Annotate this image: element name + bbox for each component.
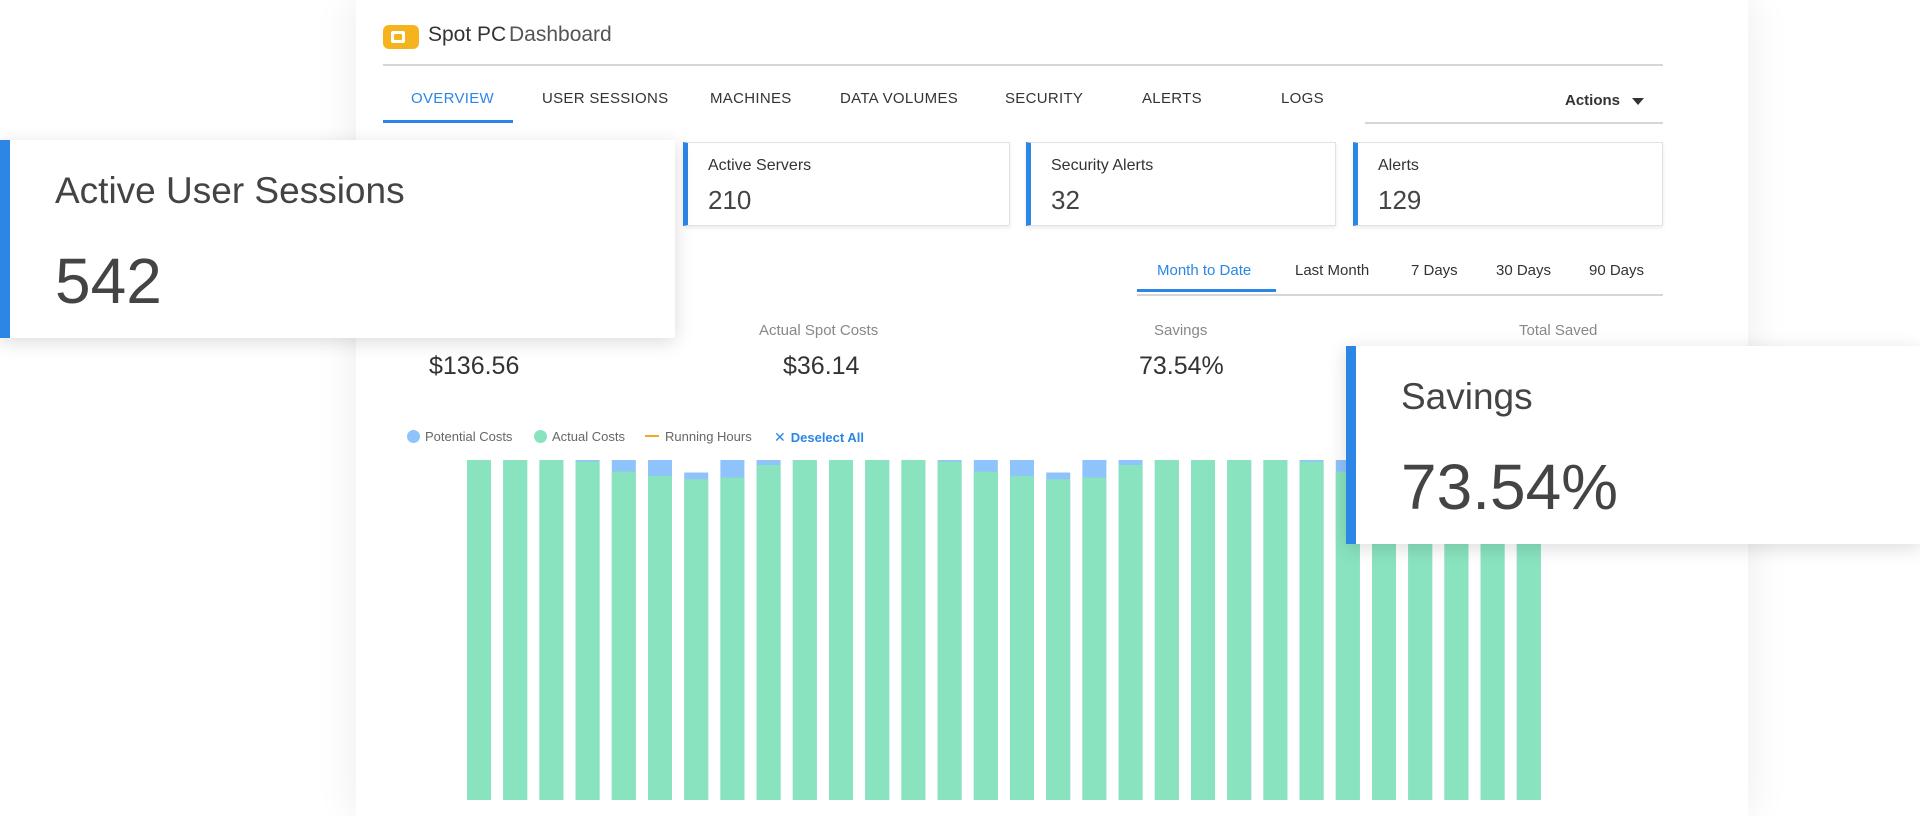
actual-cost-bar: [720, 477, 745, 800]
active-tab-indicator: [383, 120, 513, 123]
actual-cost-bar: [1154, 460, 1179, 800]
actual-cost-bar: [756, 464, 781, 800]
app-header: Spot PC Dashboard: [383, 14, 1663, 66]
legend-label: Actual Costs: [552, 429, 625, 444]
actual-cost-bar: [648, 475, 672, 800]
time-range-tabs: Month to Date Last Month 7 Days 30 Days …: [1137, 258, 1663, 296]
running-hours-swatch: [645, 435, 659, 437]
legend-running-hours[interactable]: Running Hours: [645, 429, 752, 444]
tab-alerts[interactable]: ALERTS: [1142, 90, 1202, 107]
stat-value: 32: [1051, 185, 1080, 215]
actual-cost-bar: [1299, 461, 1324, 800]
app-title: Spot PC: [428, 23, 507, 46]
deselect-label: Deselect All: [790, 430, 864, 445]
stat-value: 129: [1378, 185, 1422, 215]
actual-cost-bar: [684, 479, 709, 800]
potential-costs-swatch: [407, 430, 420, 443]
stat-card-security-alerts[interactable]: Security Alerts 32: [1026, 142, 1336, 226]
actual-cost-bar: [575, 461, 600, 800]
actions-divider: [1365, 122, 1663, 124]
stat-card-active-servers[interactable]: Active Servers 210: [683, 142, 1010, 226]
caret-down-icon: [1632, 97, 1645, 105]
page-title: Dashboard: [509, 23, 612, 46]
legend-potential-costs[interactable]: Potential Costs: [407, 429, 512, 444]
range-7-days[interactable]: 7 Days: [1411, 262, 1458, 279]
tab-machines[interactable]: MACHINES: [710, 90, 792, 107]
active-user-sessions-card[interactable]: Active User Sessions 542: [0, 140, 675, 338]
range-30-days[interactable]: 30 Days: [1496, 262, 1552, 279]
total-saved-label: Total Saved: [1519, 322, 1598, 339]
actual-cost-bar: [539, 460, 564, 800]
tab-security[interactable]: SECURITY: [1005, 90, 1084, 107]
range-month-to-date[interactable]: Month to Date: [1157, 262, 1252, 279]
actual-cost-bar: [1010, 475, 1034, 800]
spot-pc-logo-icon: [383, 25, 419, 49]
actual-cost-bar: [1082, 477, 1107, 800]
active-range-indicator: [1137, 289, 1276, 292]
actions-label: Actions: [1565, 92, 1621, 109]
legend-label: Running Hours: [665, 429, 752, 444]
actual-cost-bar: [973, 471, 998, 800]
stat-label: Active Servers: [708, 157, 812, 174]
range-last-month[interactable]: Last Month: [1295, 262, 1370, 279]
stat-value: 210: [708, 185, 752, 215]
actual-cost-bar: [1191, 460, 1215, 800]
actions-dropdown[interactable]: Actions: [1565, 92, 1645, 109]
actual-cost-bar: [829, 460, 853, 800]
deselect-all-button[interactable]: ✕ Deselect All: [774, 429, 864, 446]
actual-cost-bar: [1118, 464, 1143, 800]
sessions-label: Active User Sessions: [55, 170, 405, 211]
legend-actual-costs[interactable]: Actual Costs: [534, 429, 625, 444]
range-90-days[interactable]: 90 Days: [1589, 262, 1645, 279]
actual-cost-bar: [865, 460, 890, 800]
legend-label: Potential Costs: [425, 429, 513, 444]
stat-label: Security Alerts: [1051, 157, 1154, 174]
tab-user-sessions[interactable]: USER SESSIONS: [542, 90, 669, 107]
close-icon: ✕: [774, 429, 786, 445]
savings-card-value: 73.54%: [1401, 451, 1619, 523]
savings-card-label: Savings: [1401, 376, 1533, 417]
actual-cost-bar: [1263, 460, 1288, 800]
actual-cost-bar: [1046, 479, 1071, 800]
potential-cost-value: $136.56: [429, 352, 520, 380]
tab-logs[interactable]: LOGS: [1281, 90, 1324, 107]
actual-cost-bar: [901, 460, 926, 800]
stat-card-alerts[interactable]: Alerts 129: [1353, 142, 1663, 226]
savings-value: 73.54%: [1139, 352, 1224, 380]
actual-cost-bar: [1227, 460, 1252, 800]
actual-cost-bar: [467, 460, 491, 800]
actual-costs-swatch: [534, 430, 547, 443]
actual-spot-costs-value: $36.14: [783, 352, 860, 380]
actual-spot-costs-label: Actual Spot Costs: [759, 322, 879, 339]
tab-overview[interactable]: OVERVIEW: [411, 90, 494, 107]
actual-cost-bar: [503, 460, 528, 800]
savings-label: Savings: [1154, 322, 1208, 339]
stat-label: Alerts: [1378, 157, 1419, 174]
actual-cost-bar: [611, 471, 636, 800]
actual-cost-bar: [792, 460, 817, 800]
sessions-value: 542: [55, 245, 162, 317]
tab-data-volumes[interactable]: DATA VOLUMES: [840, 90, 959, 107]
actual-cost-bar: [937, 461, 962, 800]
savings-card[interactable]: Savings 73.54%: [1346, 346, 1920, 544]
